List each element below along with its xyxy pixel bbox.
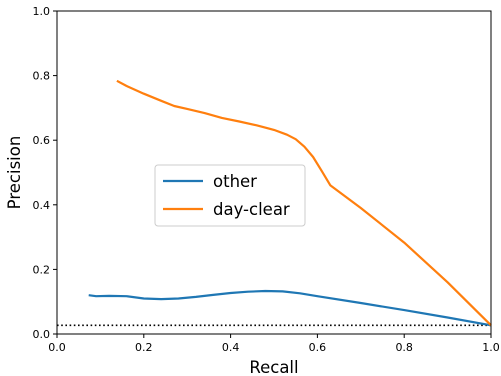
x-tick-label: 0.8 — [395, 341, 413, 354]
y-tick-label: 0.0 — [33, 328, 51, 341]
y-tick-label: 0.6 — [33, 134, 51, 147]
x-tick-label: 0.4 — [222, 341, 240, 354]
x-axis-label: Recall — [249, 358, 298, 376]
x-tick-label: 0.2 — [135, 341, 153, 354]
legend-label-day-clear: day-clear — [213, 200, 290, 219]
series-layer — [88, 79, 492, 327]
x-tick-label: 0.0 — [48, 341, 66, 354]
ticks-layer: 0.0 0.2 0.4 0.6 0.8 1.0 0.0 0.2 0.4 0.6 0.8 1.0 — [33, 5, 500, 354]
y-tick-label: 0.8 — [33, 70, 51, 83]
y-tick-label: 0.2 — [33, 263, 51, 276]
series-line-other — [88, 289, 492, 327]
legend-label-other: other — [213, 172, 257, 191]
y-tick-label: 0.4 — [33, 199, 51, 212]
x-tick-label: 0.6 — [309, 341, 327, 354]
x-tick-label: 1.0 — [482, 341, 500, 354]
axes-frame — [56, 10, 492, 335]
series-line-day-clear — [116, 79, 492, 327]
y-axis-label: Precision — [5, 136, 24, 210]
y-tick-label: 1.0 — [33, 5, 51, 18]
legend: other day-clear — [154, 164, 306, 227]
